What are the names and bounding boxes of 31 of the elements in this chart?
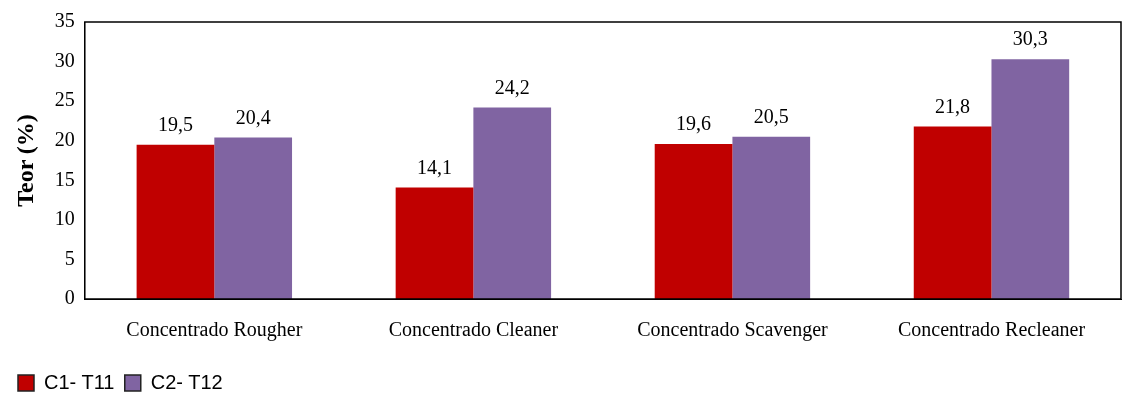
x-tick-label: Concentrado Recleaner bbox=[897, 318, 1086, 341]
y-tick-label: 35 bbox=[54, 9, 75, 32]
y-tick-label: 30 bbox=[54, 48, 75, 71]
x-tick-label: Concentrado Rougher bbox=[126, 318, 303, 342]
bar bbox=[913, 126, 992, 299]
x-tick-label: Concentrado Cleaner bbox=[388, 318, 559, 341]
bar bbox=[136, 144, 215, 299]
legend-label: C2- T12 bbox=[150, 370, 223, 393]
y-tick-label: 15 bbox=[54, 167, 75, 190]
y-axis-title: Teor (%) bbox=[11, 114, 38, 207]
data-label: 19,6 bbox=[676, 112, 712, 135]
data-label: 30,3 bbox=[1012, 27, 1048, 50]
y-tick-label: 25 bbox=[54, 88, 75, 111]
y-tick-label: 20 bbox=[54, 127, 75, 150]
data-label: 20,4 bbox=[235, 105, 271, 128]
data-label: 21,8 bbox=[935, 94, 971, 117]
x-tick-label: Concentrado Scavenger bbox=[637, 318, 828, 342]
bar bbox=[654, 143, 733, 299]
data-label: 19,5 bbox=[157, 112, 193, 135]
data-label: 14,1 bbox=[417, 155, 453, 178]
bar bbox=[395, 187, 474, 299]
y-tick-label: 0 bbox=[64, 286, 75, 309]
legend-label: C1- T11 bbox=[44, 370, 115, 393]
y-tick-label: 10 bbox=[54, 207, 75, 230]
bar bbox=[732, 136, 811, 299]
bar bbox=[473, 107, 552, 299]
data-label: 24,2 bbox=[494, 75, 530, 98]
bar bbox=[214, 137, 293, 299]
data-label: 20,5 bbox=[753, 105, 789, 128]
y-tick-label: 5 bbox=[64, 246, 75, 269]
bar bbox=[991, 59, 1070, 299]
